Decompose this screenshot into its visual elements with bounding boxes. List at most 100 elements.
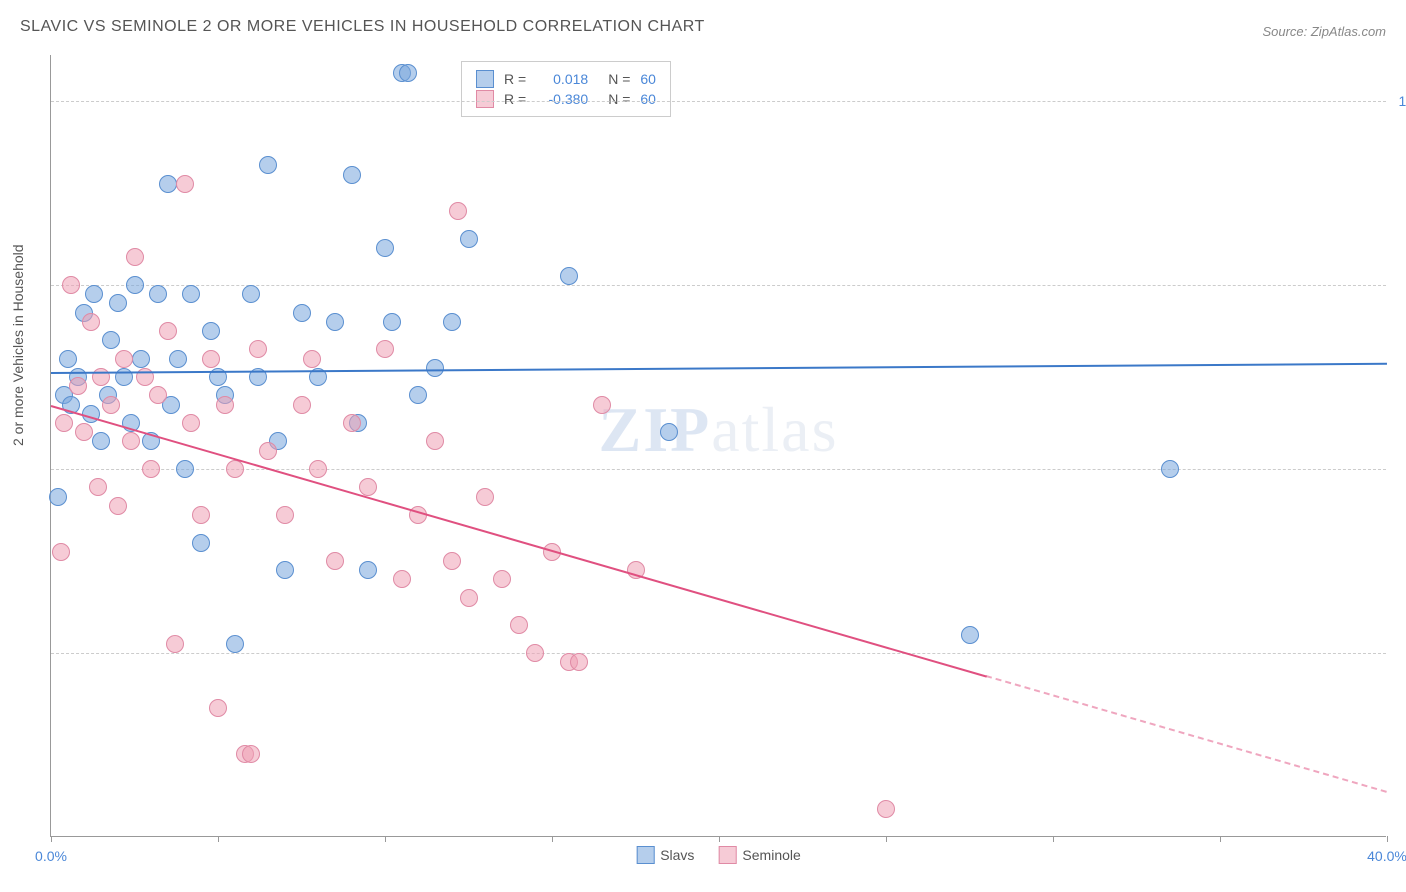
- data-point: [259, 156, 277, 174]
- data-point: [242, 285, 260, 303]
- data-point: [176, 175, 194, 193]
- gridline-horizontal: [51, 653, 1386, 654]
- plot-area: ZIPatlas R =0.018N =60R =-0.380N =60 Sla…: [50, 55, 1386, 837]
- data-point: [343, 414, 361, 432]
- data-point: [115, 350, 133, 368]
- data-point: [59, 350, 77, 368]
- x-tick-mark: [51, 836, 52, 842]
- data-point: [226, 460, 244, 478]
- data-point: [149, 285, 167, 303]
- x-tick-mark: [1387, 836, 1388, 842]
- x-tick-mark: [886, 836, 887, 842]
- data-point: [109, 294, 127, 312]
- legend-r-value: 0.018: [536, 71, 588, 87]
- data-point: [142, 460, 160, 478]
- x-tick-mark: [385, 836, 386, 842]
- data-point: [560, 267, 578, 285]
- data-point: [259, 442, 277, 460]
- gridline-horizontal: [51, 469, 1386, 470]
- data-point: [149, 386, 167, 404]
- legend-n-value: 60: [640, 71, 656, 87]
- data-point: [393, 570, 411, 588]
- data-point: [82, 313, 100, 331]
- data-point: [660, 423, 678, 441]
- data-point: [293, 396, 311, 414]
- data-point: [383, 313, 401, 331]
- legend-swatch: [718, 846, 736, 864]
- data-point: [202, 350, 220, 368]
- legend-r-value: -0.380: [536, 91, 588, 107]
- legend-row: R = -0.380 N = 60: [476, 90, 656, 108]
- watermark-zip: ZIP: [599, 394, 712, 465]
- data-point: [326, 552, 344, 570]
- legend-r-label: R =: [504, 91, 526, 107]
- data-point: [510, 616, 528, 634]
- chart-title: SLAVIC VS SEMINOLE 2 OR MORE VEHICLES IN…: [20, 18, 705, 36]
- data-point: [122, 432, 140, 450]
- data-point: [359, 561, 377, 579]
- data-point: [55, 414, 73, 432]
- data-point: [443, 552, 461, 570]
- data-point: [62, 276, 80, 294]
- data-point: [476, 488, 494, 506]
- x-tick-label: 40.0%: [1367, 848, 1406, 864]
- data-point: [242, 745, 260, 763]
- data-point: [303, 350, 321, 368]
- data-point: [293, 304, 311, 322]
- legend-n-value: 60: [640, 91, 656, 107]
- data-point: [426, 432, 444, 450]
- data-point: [126, 248, 144, 266]
- data-point: [343, 166, 361, 184]
- data-point: [1161, 460, 1179, 478]
- data-point: [202, 322, 220, 340]
- data-point: [109, 497, 127, 515]
- source-attribution: Source: ZipAtlas.com: [1262, 24, 1386, 39]
- data-point: [526, 644, 544, 662]
- data-point: [276, 506, 294, 524]
- data-point: [449, 202, 467, 220]
- correlation-legend: R =0.018N =60 R = -0.380 N = 60: [461, 61, 671, 117]
- data-point: [593, 396, 611, 414]
- data-point: [359, 478, 377, 496]
- data-point: [426, 359, 444, 377]
- data-point: [399, 64, 417, 82]
- data-point: [182, 414, 200, 432]
- data-point: [309, 460, 327, 478]
- legend-label: Seminole: [742, 847, 800, 863]
- data-point: [75, 423, 93, 441]
- legend-n-label: N =: [608, 91, 630, 107]
- data-point: [961, 626, 979, 644]
- data-point: [460, 230, 478, 248]
- data-point: [69, 377, 87, 395]
- data-point: [443, 313, 461, 331]
- data-point: [376, 340, 394, 358]
- data-point: [226, 635, 244, 653]
- data-point: [409, 386, 427, 404]
- legend-swatch: [476, 70, 494, 88]
- legend-row: R =0.018N =60: [476, 70, 656, 88]
- legend-item: Seminole: [718, 846, 800, 864]
- legend-swatch: [636, 846, 654, 864]
- data-point: [159, 175, 177, 193]
- data-point: [159, 322, 177, 340]
- regression-line: [51, 405, 987, 677]
- data-point: [326, 313, 344, 331]
- regression-line: [986, 675, 1387, 793]
- data-point: [166, 635, 184, 653]
- data-point: [52, 543, 70, 561]
- legend-label: Slavs: [660, 847, 694, 863]
- data-point: [102, 331, 120, 349]
- legend-item: Slavs: [636, 846, 694, 864]
- x-tick-mark: [552, 836, 553, 842]
- data-point: [209, 699, 227, 717]
- data-point: [249, 340, 267, 358]
- data-point: [49, 488, 67, 506]
- data-point: [460, 589, 478, 607]
- data-point: [176, 460, 194, 478]
- data-point: [182, 285, 200, 303]
- data-point: [570, 653, 588, 671]
- data-point: [216, 396, 234, 414]
- y-tick-label: 80.0%: [1391, 277, 1406, 293]
- y-tick-label: 60.0%: [1391, 461, 1406, 477]
- data-point: [89, 478, 107, 496]
